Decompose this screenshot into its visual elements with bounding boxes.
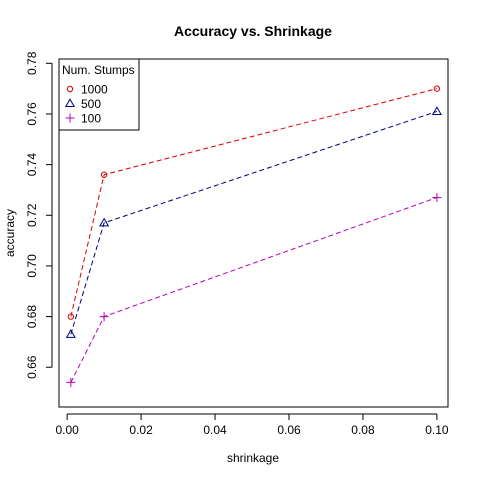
data-point-500 xyxy=(433,107,441,114)
y-tick-label: 0.72 xyxy=(25,203,39,227)
series-line-100 xyxy=(71,198,437,383)
legend-label-1000: 1000 xyxy=(81,83,108,97)
series-layer xyxy=(66,86,441,387)
y-tick-label: 0.68 xyxy=(25,305,39,329)
legend-label-500: 500 xyxy=(81,97,101,111)
data-point-500 xyxy=(100,219,108,226)
x-tick-label: 0.06 xyxy=(277,423,301,437)
y-tick-label: 0.66 xyxy=(25,355,39,379)
x-tick-label: 0.02 xyxy=(129,423,153,437)
data-point-100 xyxy=(100,312,109,321)
legend-title: Num. Stumps xyxy=(62,63,135,77)
series-100 xyxy=(66,193,441,387)
data-point-100 xyxy=(432,193,441,202)
chart-title: Accuracy vs. Shrinkage xyxy=(174,23,332,39)
data-point-100 xyxy=(66,378,75,387)
y-tick-label: 0.70 xyxy=(25,254,39,278)
legend-label-100: 100 xyxy=(81,112,101,126)
y-tick-label: 0.74 xyxy=(25,153,39,177)
x-tick-label: 0.08 xyxy=(351,423,375,437)
series-line-500 xyxy=(71,111,437,334)
x-tick-label: 0.10 xyxy=(425,423,449,437)
series-500 xyxy=(67,107,441,337)
x-tick-label: 0.04 xyxy=(203,423,227,437)
y-axis-label: accuracy xyxy=(3,209,17,257)
y-tick-label: 0.76 xyxy=(25,102,39,126)
y-tick-label: 0.78 xyxy=(25,51,39,75)
x-axis-label: shrinkage xyxy=(227,451,279,465)
x-tick-label: 0.00 xyxy=(55,423,79,437)
